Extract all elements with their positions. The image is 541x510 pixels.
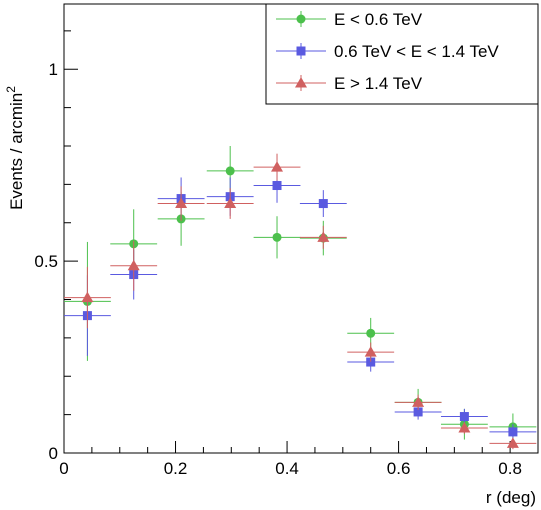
- data-point: [364, 346, 377, 357]
- series-square: [64, 168, 537, 440]
- legend-entry: E < 0.6 TeV: [276, 10, 423, 29]
- legend-label: E < 0.6 TeV: [334, 10, 423, 29]
- data-series: [64, 145, 537, 450]
- data-point: [175, 197, 188, 209]
- data-point: [366, 357, 376, 367]
- data-point: [81, 291, 94, 303]
- legend-entry: 0.6 TeV < E < 1.4 TeV: [276, 42, 499, 61]
- data-point: [127, 259, 140, 271]
- legend-label: E > 1.4 TeV: [334, 74, 423, 93]
- series-triangle: [64, 153, 537, 450]
- data-point: [272, 232, 282, 242]
- y-axis-title-main: Events / arcmin: [7, 93, 26, 210]
- legend-marker: [296, 46, 306, 56]
- data-point: [272, 181, 282, 191]
- legend-label: 0.6 TeV < E < 1.4 TeV: [334, 42, 499, 61]
- legend-marker: [296, 14, 306, 24]
- y-tick-label: 0.5: [34, 252, 58, 271]
- axis-ticks: 0 0.2 0.4 0.6 0.8 0 0.5 1: [34, 30, 539, 478]
- x-tick-label: 0: [59, 459, 68, 478]
- data-point: [459, 412, 469, 422]
- x-axis-title: r (deg): [486, 488, 536, 507]
- data-point: [458, 422, 471, 433]
- data-point: [317, 231, 330, 242]
- y-tick-label: 1: [49, 60, 58, 79]
- series-circle: [64, 145, 537, 441]
- x-tick-label: 0.4: [275, 459, 299, 478]
- y-axis-title-superscript: 2: [4, 86, 18, 93]
- x-tick-label: 0.2: [164, 459, 188, 478]
- data-point: [271, 161, 284, 172]
- data-point: [225, 166, 235, 176]
- data-point: [413, 407, 423, 417]
- data-point: [412, 396, 425, 407]
- data-point: [506, 437, 519, 448]
- data-point: [318, 199, 328, 209]
- y-tick-label: 0: [49, 444, 58, 463]
- legend-entry: E > 1.4 TeV: [276, 74, 423, 93]
- data-point: [224, 197, 237, 209]
- y-axis-title: Events / arcmin2: [4, 86, 26, 210]
- data-point: [366, 328, 376, 338]
- legend: E < 0.6 TeV 0.6 TeV < E < 1.4 TeV E > 1.4 …: [265, 3, 539, 105]
- x-tick-label: 0.6: [387, 459, 411, 478]
- x-tick-label: 0.8: [498, 459, 522, 478]
- legend-box: [265, 3, 539, 105]
- data-point: [508, 427, 518, 437]
- legend-marker: [295, 77, 307, 88]
